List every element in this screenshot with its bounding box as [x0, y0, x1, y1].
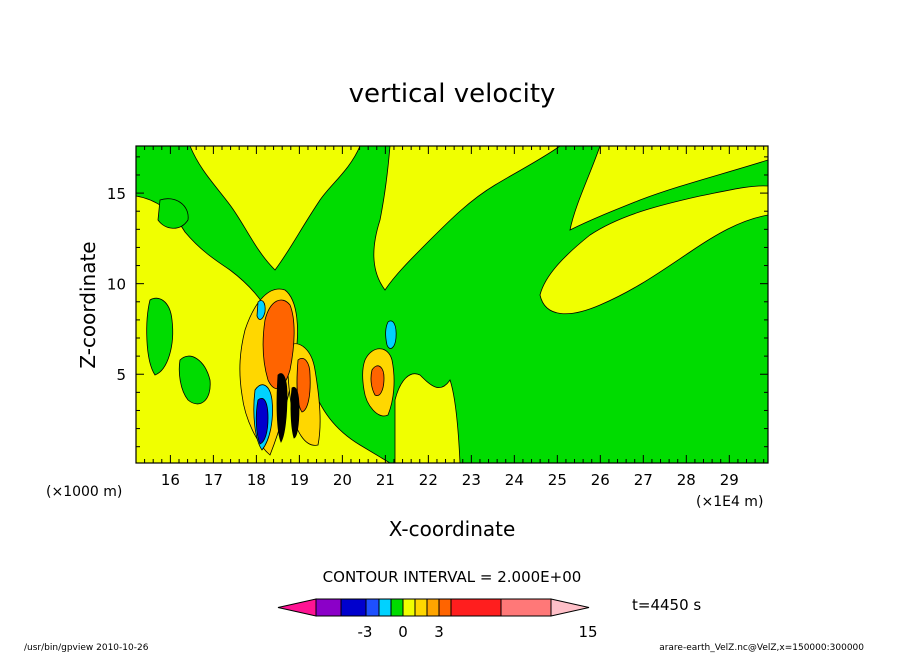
x-tick-label: 26	[591, 471, 610, 489]
y-axis-tick-labels: 5 10 15	[107, 185, 126, 384]
colorbar-swatch	[500, 598, 552, 617]
x-axis-ticks	[135, 146, 765, 463]
field-extreme	[276, 373, 300, 443]
contour-interval: CONTOUR INTERVAL = 2.000E+00	[323, 568, 582, 586]
colorbar-tick-label: -3	[358, 623, 373, 641]
x-tick-label: 24	[505, 471, 524, 489]
colorbar-tick-label: 3	[434, 623, 444, 641]
colorbar-swatch	[450, 598, 502, 617]
colorbar-swatch	[426, 598, 440, 617]
x-axis-tick-labels: 16 17 18 19 20 21 22 23 24 25 26 27 28 29	[161, 471, 739, 489]
x-unit-right: (×1E4 m)	[696, 494, 763, 510]
x-tick-label: 27	[634, 471, 653, 489]
colorbar-swatch	[402, 598, 416, 617]
colorbar-swatch	[365, 598, 380, 617]
footer-left: /usr/bin/gpview 2010-10-26	[24, 643, 149, 653]
x-unit-left: (×1000 m)	[46, 484, 122, 500]
y-axis-label: Z-coordinate	[76, 241, 100, 368]
x-tick-label: 18	[247, 471, 266, 489]
y-tick-label: 15	[107, 185, 126, 203]
colorbar-swatch	[438, 598, 452, 617]
colorbar-swatch	[340, 598, 367, 617]
x-tick-label: 17	[204, 471, 223, 489]
y-axis-ticks	[136, 156, 768, 448]
colorbar-arrow-right	[550, 598, 590, 617]
colorbar-swatch	[414, 598, 428, 617]
field-near-zero	[146, 198, 211, 405]
x-tick-label: 16	[161, 471, 180, 489]
colorbar-tick-labels: -3 0 3 15	[358, 623, 598, 641]
colorbar-tick-label: 15	[578, 623, 597, 641]
x-tick-label: 28	[677, 471, 696, 489]
y-tick-label: 10	[107, 276, 126, 294]
x-axis-label: X-coordinate	[389, 517, 516, 541]
footer-right: arare-earth_VelZ.nc@VelZ,x=150000:300000	[659, 643, 864, 653]
plot-frame	[135, 145, 769, 464]
x-tick-label: 29	[720, 471, 739, 489]
colorbar-swatch	[315, 598, 342, 617]
field-positive-strong	[262, 299, 385, 413]
chart-title: vertical velocity	[349, 79, 556, 109]
colorbar-swatch	[378, 598, 392, 617]
x-tick-label: 23	[462, 471, 481, 489]
x-tick-label: 20	[333, 471, 352, 489]
plot-area	[136, 146, 768, 463]
colorbar-tick-label: 0	[398, 623, 408, 641]
field-negative	[253, 300, 397, 451]
x-tick-label: 22	[419, 471, 438, 489]
x-tick-label: 21	[376, 471, 395, 489]
y-tick-label: 5	[116, 366, 126, 384]
colorbar-arrow-left	[277, 598, 317, 617]
x-tick-label: 19	[290, 471, 309, 489]
colorbar-swatch	[390, 598, 404, 617]
time-label: t=4450 s	[632, 596, 701, 614]
x-tick-label: 25	[548, 471, 567, 489]
colorbar	[277, 598, 590, 617]
